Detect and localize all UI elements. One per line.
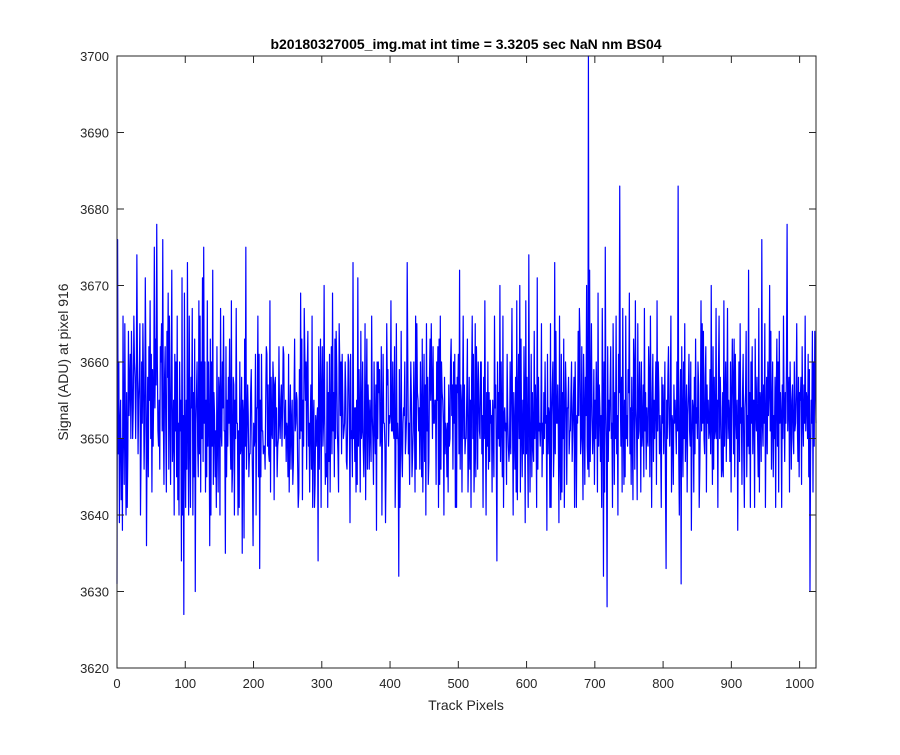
x-axis-label: Track Pixels xyxy=(428,697,504,713)
x-tick-label: 500 xyxy=(447,676,469,691)
chart-title: b20180327005_img.mat int time = 3.3205 s… xyxy=(270,36,661,52)
x-tick-label: 1000 xyxy=(785,676,814,691)
series-layer xyxy=(116,55,817,616)
x-tick-label: 300 xyxy=(311,676,333,691)
y-tick-label: 3690 xyxy=(80,126,109,141)
x-tick-label: 900 xyxy=(721,676,743,691)
x-axis: 0 100 200 300 400 500 600 700 800 900 1000 xyxy=(113,56,814,691)
x-tick-label: 200 xyxy=(243,676,265,691)
y-tick-label: 3700 xyxy=(80,49,109,64)
y-tick-label: 3670 xyxy=(80,279,109,294)
y-axis: 3620 3630 3640 3650 3660 3670 3680 3690 3700 xyxy=(80,49,816,676)
y-tick-label: 3650 xyxy=(80,432,109,447)
series-line-0 xyxy=(116,55,817,616)
x-tick-label: 0 xyxy=(113,676,120,691)
x-tick-label: 400 xyxy=(379,676,401,691)
y-tick-label: 3640 xyxy=(80,508,109,523)
y-axis-label: Signal (ADU) at pixel 916 xyxy=(55,283,71,440)
x-tick-label: 800 xyxy=(652,676,674,691)
y-tick-label: 3680 xyxy=(80,202,109,217)
y-tick-label: 3660 xyxy=(80,355,109,370)
x-tick-label: 600 xyxy=(516,676,538,691)
plot-area xyxy=(117,56,816,668)
x-tick-label: 100 xyxy=(174,676,196,691)
x-tick-label: 700 xyxy=(584,676,606,691)
y-tick-label: 3630 xyxy=(80,585,109,600)
y-tick-label: 3620 xyxy=(80,661,109,676)
